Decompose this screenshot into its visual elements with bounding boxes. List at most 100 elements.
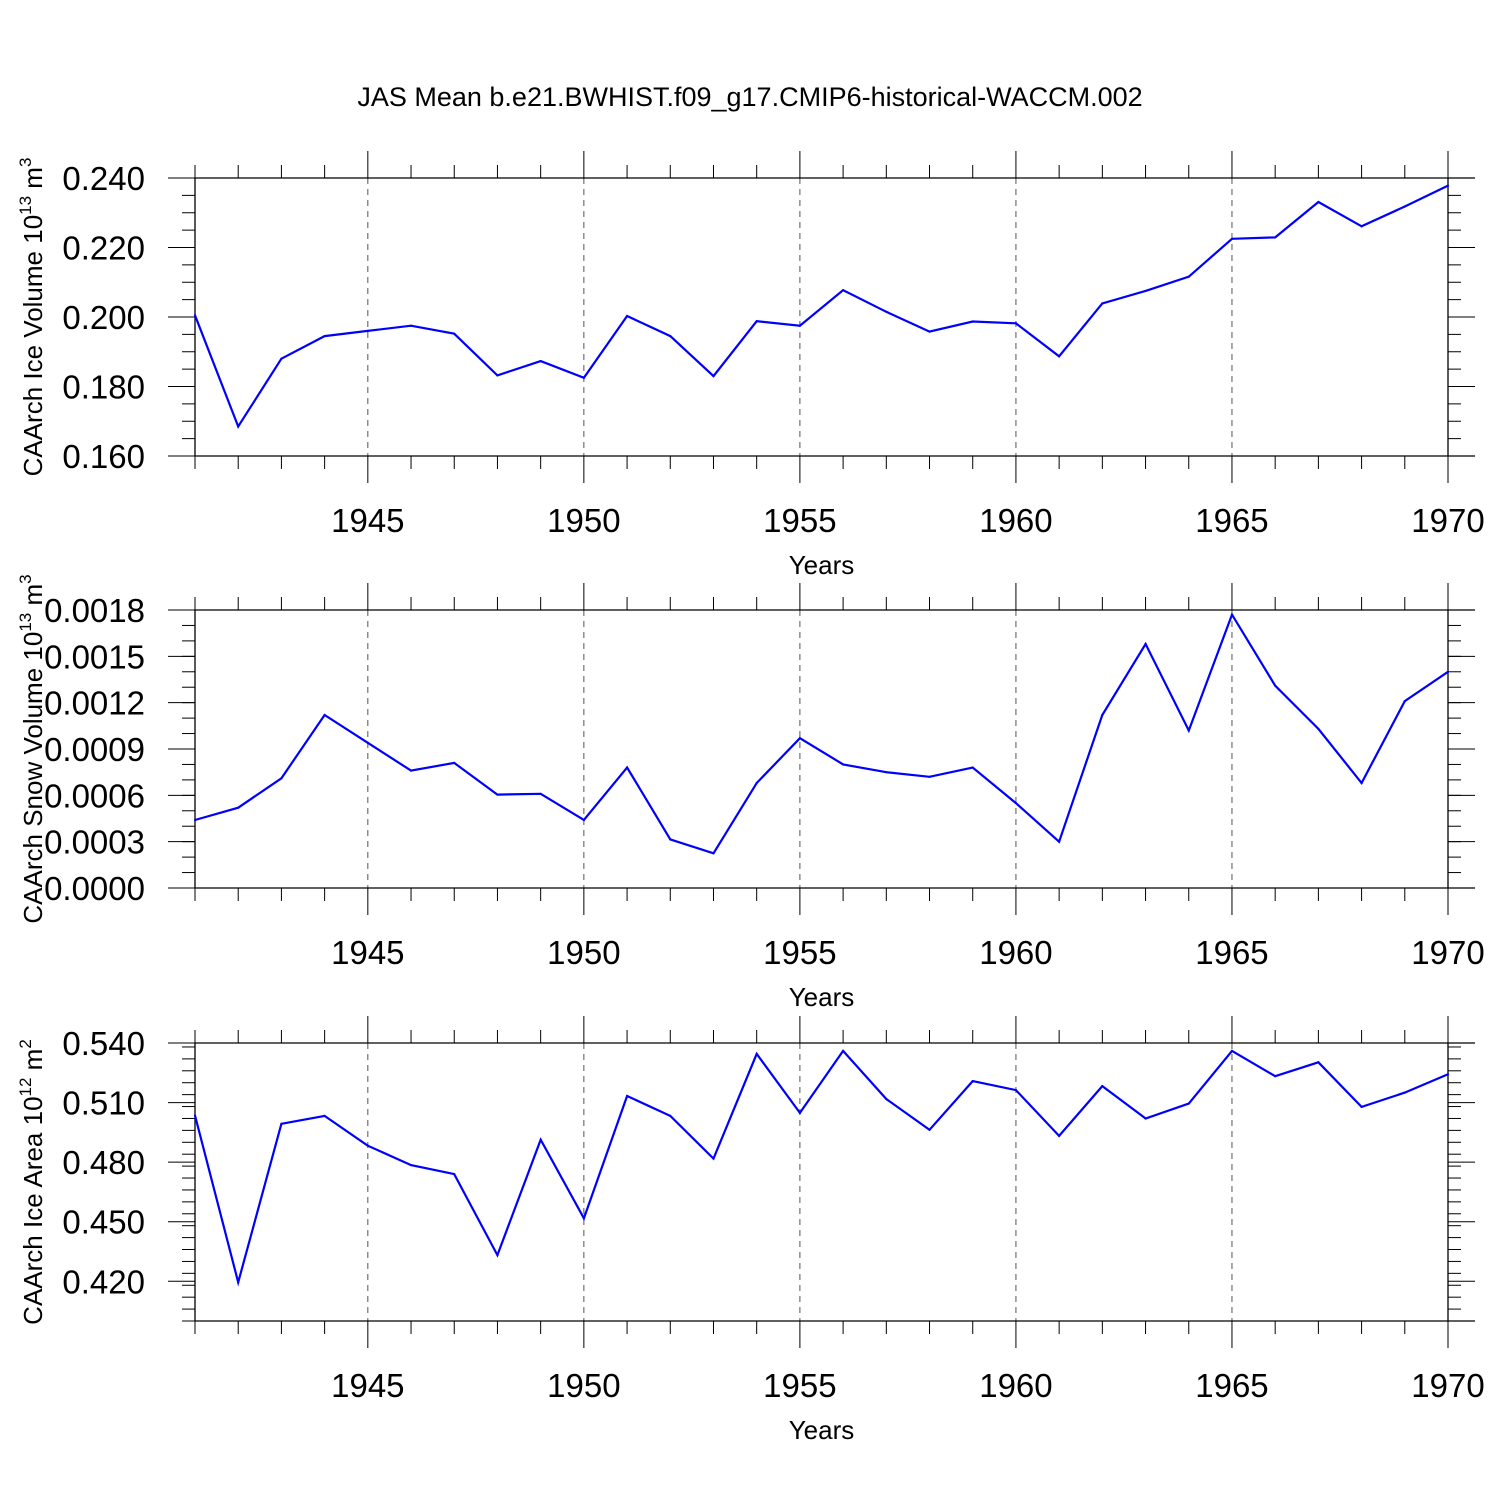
data-point	[280, 1122, 283, 1125]
data-point	[453, 761, 456, 765]
data-point	[1317, 200, 1320, 204]
chart-panels: 0.160 0.180 0.200 0.220 0.240 1945 1950 1955 196…	[16, 151, 1485, 1445]
data-point	[409, 1164, 413, 1167]
data-point	[539, 1138, 542, 1141]
data-point	[712, 852, 715, 855]
data-point	[453, 332, 456, 335]
data-point	[1101, 713, 1104, 717]
data-point	[1187, 729, 1190, 732]
data-point	[323, 335, 326, 338]
x-tick-label: 1970	[1411, 502, 1484, 539]
x-tick-label: 1960	[979, 1367, 1052, 1404]
y-tick-label: 0.540	[62, 1025, 145, 1062]
data-point	[1317, 1061, 1320, 1064]
data-point	[669, 838, 672, 841]
data-point	[1144, 642, 1147, 646]
data-point	[885, 771, 888, 774]
data-point	[1446, 1073, 1450, 1076]
data-point	[366, 329, 369, 332]
data-point	[1058, 840, 1061, 843]
x-tick-label: 1960	[979, 502, 1052, 539]
data-point	[1403, 1091, 1406, 1094]
data-point	[1360, 781, 1363, 785]
data-point	[1403, 205, 1406, 208]
y-tick-label: 0.0006	[44, 777, 145, 814]
x-tick-label: 1955	[763, 502, 836, 539]
y-tick-label: 0.450	[62, 1204, 145, 1241]
y-tick-label: 0.160	[62, 438, 145, 475]
data-point	[755, 781, 758, 785]
data-point	[1360, 225, 1363, 228]
data-point	[1274, 1075, 1277, 1078]
data-point	[193, 1114, 197, 1117]
y-axis-label-text: CAArch Ice Volume 10	[18, 215, 48, 477]
y-tick-label: 0.0012	[44, 685, 145, 722]
y-axis-label-superscript: 12	[16, 1078, 35, 1097]
y-axis-label-superscript: 13	[16, 613, 35, 632]
series-line	[193, 184, 1449, 429]
data-point	[237, 806, 240, 809]
x-axis-label: Years	[789, 982, 855, 1012]
data-point	[1446, 670, 1450, 673]
x-tick-label: 1965	[1195, 1367, 1268, 1404]
data-point	[712, 374, 715, 378]
data-point	[1187, 1102, 1190, 1105]
x-axis-label: Years	[789, 1415, 855, 1445]
y-axis-label-text: CAArch Ice Area 10	[18, 1096, 48, 1324]
data-point	[237, 425, 240, 428]
x-tick-label: 1955	[763, 1367, 836, 1404]
data-point	[625, 314, 629, 318]
data-point	[928, 775, 931, 778]
data-point	[798, 737, 801, 740]
data-point	[323, 1114, 326, 1117]
y-tick-label: 0.180	[62, 369, 145, 406]
data-point	[193, 818, 197, 822]
data-point	[1230, 237, 1234, 240]
data-point	[582, 1217, 585, 1220]
data-point	[539, 792, 542, 795]
data-point	[1446, 184, 1450, 187]
data-point	[1144, 289, 1147, 293]
data-point	[280, 777, 283, 780]
x-tick-label: 1945	[331, 934, 404, 971]
data-point	[1144, 1117, 1147, 1120]
y-tick-label: 0.0000	[44, 870, 145, 907]
data-point	[193, 314, 197, 317]
data-point	[928, 330, 931, 333]
data-point	[1403, 700, 1406, 703]
data-point	[1230, 613, 1234, 616]
data-point	[971, 766, 974, 769]
data-point	[496, 793, 499, 796]
x-tick-label: 1950	[547, 1367, 620, 1404]
y-tick-label: 0.0009	[44, 731, 145, 768]
y-axis-label-text: CAArch Snow Volume 10	[18, 632, 48, 924]
data-point	[625, 1094, 629, 1098]
data-point	[755, 320, 758, 323]
y-tick-label: 0.220	[62, 230, 145, 267]
x-tick-label: 1950	[547, 934, 620, 971]
data-point	[842, 1049, 845, 1053]
x-tick-label: 1945	[331, 502, 404, 539]
y-tick-label: 0.480	[62, 1144, 145, 1181]
data-point	[1014, 1088, 1018, 1092]
y-axis-label-superscript: 2	[16, 1039, 35, 1048]
data-point	[496, 1253, 499, 1257]
y-axis-label: CAArch Snow Volume 1013 m3	[16, 574, 48, 923]
y-axis-label-text: m	[18, 1049, 48, 1078]
data-point	[1014, 322, 1018, 325]
x-tick-label: 1970	[1411, 934, 1484, 971]
y-axis-label-text: m	[18, 584, 48, 613]
data-point	[409, 324, 413, 327]
chart-panel-1: 0.160 0.180 0.200 0.220 0.240 1945 1950 1955 196…	[16, 151, 1485, 580]
data-point	[1058, 355, 1061, 358]
y-axis-label-superscript: 13	[16, 196, 35, 215]
data-point	[798, 1111, 801, 1114]
y-tick-label: 0.0003	[44, 824, 145, 861]
data-point	[1101, 302, 1104, 305]
x-tick-label: 1970	[1411, 1367, 1484, 1404]
data-point	[885, 1097, 888, 1101]
y-tick-label: 0.0018	[44, 592, 145, 629]
data-point	[971, 1080, 974, 1083]
